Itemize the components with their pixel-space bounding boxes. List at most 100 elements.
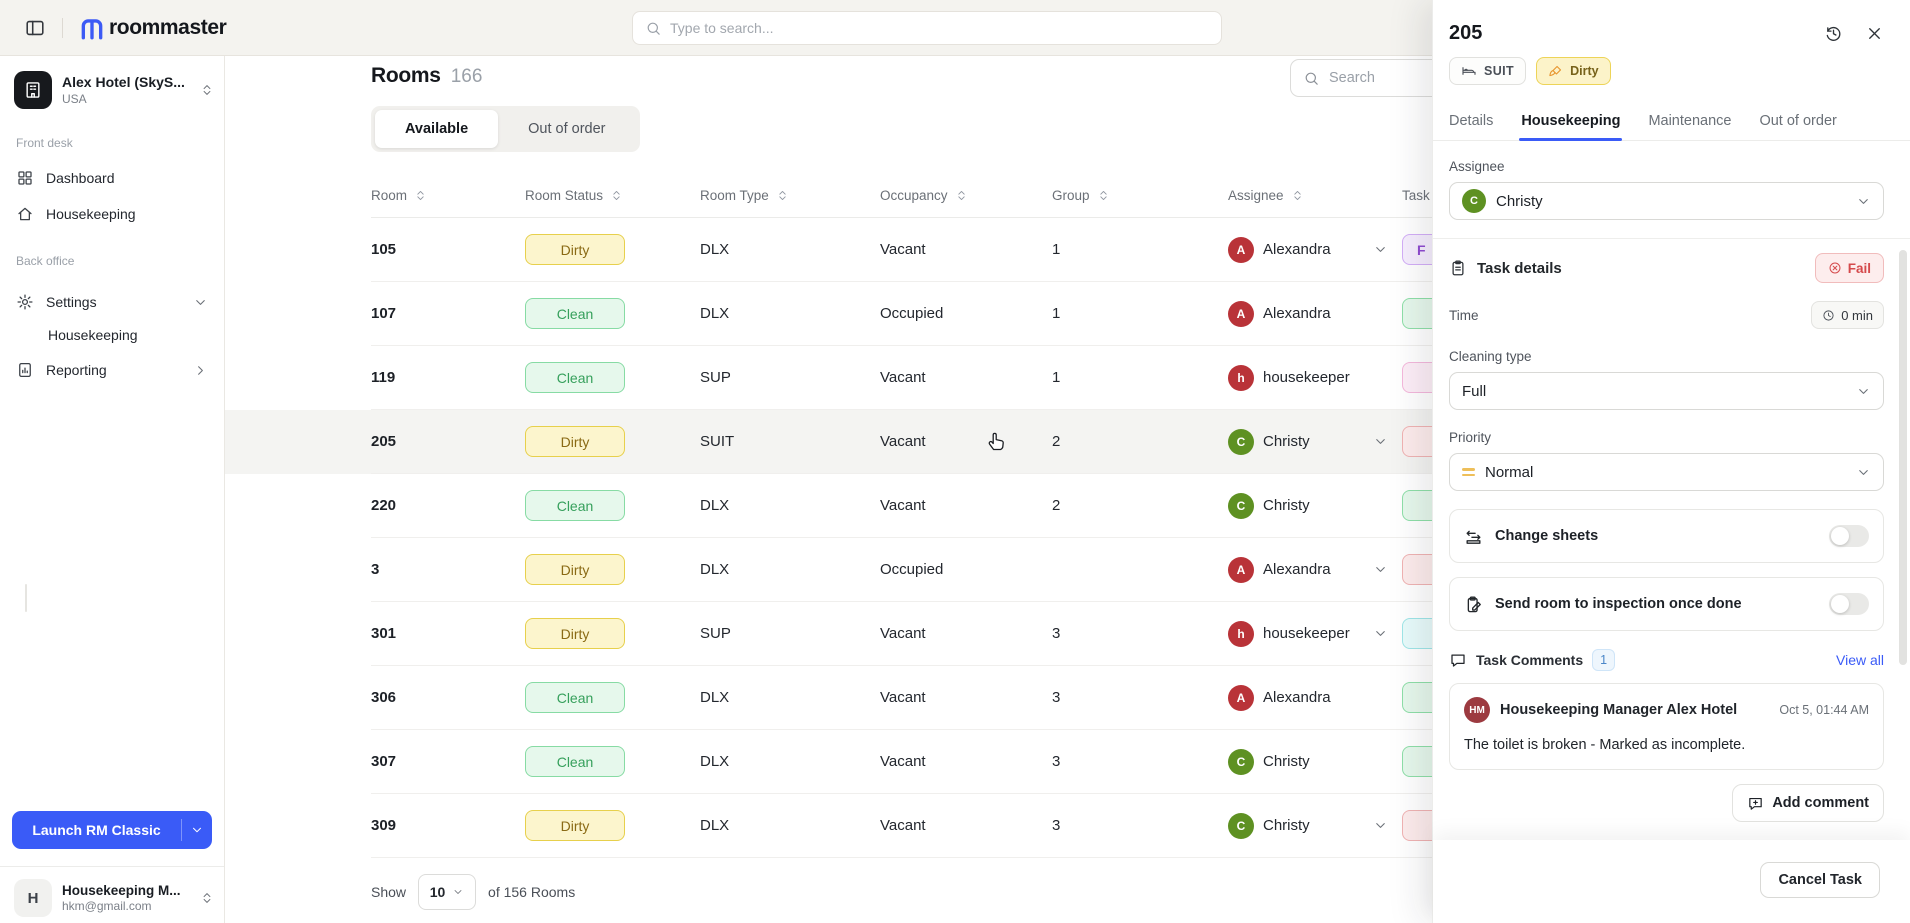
assignee-cell[interactable]: A Alexandra xyxy=(1228,300,1402,327)
sidebar-item-housekeeping[interactable]: Housekeeping xyxy=(8,197,216,231)
sort-icon[interactable] xyxy=(776,189,789,202)
cleaning-type-select[interactable]: Full xyxy=(1449,372,1884,410)
panel-tab-maintenance[interactable]: Maintenance xyxy=(1648,112,1732,129)
assignee-avatar: C xyxy=(1228,812,1254,839)
chevron-down-icon[interactable] xyxy=(1373,562,1388,577)
occupancy-cell: Vacant xyxy=(880,753,926,770)
launch-rm-classic-button[interactable]: Launch RM Classic xyxy=(12,811,212,849)
occupancy-cell: Occupied xyxy=(880,561,944,578)
filter-tab-available[interactable]: Available xyxy=(375,110,499,148)
sidebar-item-dashboard[interactable]: Dashboard xyxy=(8,161,216,195)
comment-card: HM Housekeeping Manager Alex Hotel Oct 5… xyxy=(1449,683,1884,770)
assignee-value: Christy xyxy=(1496,192,1543,210)
assignee-cell[interactable]: C Christy xyxy=(1228,428,1402,455)
sidebar-item-settings[interactable]: Settings xyxy=(8,285,216,319)
change-sheets-toggle[interactable] xyxy=(1829,525,1869,547)
panel-tab-details[interactable]: Details xyxy=(1449,112,1494,129)
send-inspection-toggle[interactable] xyxy=(1829,593,1869,615)
priority-select[interactable]: Normal xyxy=(1449,453,1884,491)
assignee-cell[interactable]: A Alexandra xyxy=(1228,684,1402,711)
comment-timestamp: Oct 5, 01:44 AM xyxy=(1779,703,1869,717)
assignee-label: Assignee xyxy=(1449,159,1505,174)
panel-footer: Cancel Task xyxy=(1433,840,1910,923)
time-value: 0 min xyxy=(1841,307,1873,323)
cancel-task-button[interactable]: Cancel Task xyxy=(1760,862,1880,898)
chevron-down-icon[interactable] xyxy=(1373,626,1388,641)
assignee-select[interactable]: C Christy xyxy=(1449,182,1884,220)
priority-value: Normal xyxy=(1485,463,1534,481)
hotel-selector[interactable]: Alex Hotel (SkyS... USA xyxy=(14,68,214,112)
assignee-cell[interactable]: h housekeeper xyxy=(1228,364,1402,391)
assignee-cell[interactable]: C Christy xyxy=(1228,812,1402,839)
fail-circle-icon xyxy=(1828,261,1842,275)
sort-icon[interactable] xyxy=(610,189,623,202)
comment-author: Housekeeping Manager Alex Hotel xyxy=(1500,702,1738,718)
bed-icon xyxy=(1461,63,1477,79)
assignee-cell[interactable]: h housekeeper xyxy=(1228,620,1402,647)
chevron-down-icon[interactable] xyxy=(1373,434,1388,449)
room-type-cell: DLX xyxy=(700,305,730,322)
assignee-cell[interactable]: A Alexandra xyxy=(1228,236,1402,263)
cleaning-type-label: Cleaning type xyxy=(1449,349,1532,364)
assignee-avatar: C xyxy=(1228,492,1254,519)
sort-icon[interactable] xyxy=(414,189,427,202)
assignee-name: Alexandra xyxy=(1263,689,1331,706)
chevron-down-icon[interactable] xyxy=(1373,818,1388,833)
clipboard-icon xyxy=(1449,259,1467,277)
user-email: hkm@gmail.com xyxy=(62,899,152,913)
assignee-avatar: C xyxy=(1228,428,1254,455)
column-header-room-type[interactable]: Room Type xyxy=(700,188,880,203)
room-detail-panel: 205 SUIT Dirty Details Housekeeping Mainte… xyxy=(1432,0,1910,923)
assignee-name: Alexandra xyxy=(1263,241,1331,258)
assignee-avatar: A xyxy=(1228,300,1254,327)
history-icon[interactable] xyxy=(1824,24,1843,43)
assignee-cell[interactable]: C Christy xyxy=(1228,748,1402,775)
panel-tabs: Details Housekeeping Maintenance Out of ord… xyxy=(1433,101,1910,141)
launch-dropdown-caret[interactable] xyxy=(182,823,212,837)
sort-icon[interactable] xyxy=(1097,189,1110,202)
task-details-label: Task details xyxy=(1477,259,1562,277)
column-header-room-status[interactable]: Room Status xyxy=(525,188,700,203)
sort-icon[interactable] xyxy=(1291,189,1304,202)
panel-tab-out-of-order[interactable]: Out of order xyxy=(1759,112,1837,129)
chevron-down-icon[interactable] xyxy=(1373,242,1388,257)
sidebar-toggle-icon[interactable] xyxy=(24,17,46,39)
page-size-select[interactable]: 10 xyxy=(418,874,477,910)
view-all-link[interactable]: View all xyxy=(1836,652,1884,668)
logo-text: roommaster xyxy=(109,15,227,39)
close-icon[interactable] xyxy=(1865,24,1884,43)
sidebar-item-reporting[interactable]: Reporting xyxy=(8,353,216,387)
global-search[interactable] xyxy=(632,11,1222,45)
filter-tab-out-of-order[interactable]: Out of order xyxy=(528,121,606,137)
app-logo[interactable]: roommaster xyxy=(79,15,227,41)
room-type-cell: SUP xyxy=(700,625,731,642)
occupancy-cell: Vacant xyxy=(880,433,926,450)
group-cell: 1 xyxy=(1052,369,1061,386)
column-header-occupancy[interactable]: Occupancy xyxy=(880,188,1052,203)
chevron-right-icon xyxy=(193,363,208,378)
pagination: Show 10 of 156 Rooms xyxy=(371,874,575,910)
column-header-assignee[interactable]: Assignee xyxy=(1228,188,1402,203)
column-header-group[interactable]: Group xyxy=(1052,188,1228,203)
panel-tab-housekeeping[interactable]: Housekeeping xyxy=(1519,101,1623,141)
room-status-badge: Dirty xyxy=(525,618,625,649)
panel-scrollbar[interactable] xyxy=(1899,250,1907,665)
column-header-task[interactable]: Task xyxy=(1402,188,1562,203)
assignee-cell[interactable]: C Christy xyxy=(1228,492,1402,519)
dashboard-icon xyxy=(16,169,34,187)
room-number-cell: 3 xyxy=(371,561,380,578)
priority-label: Priority xyxy=(1449,430,1492,445)
sort-icon[interactable] xyxy=(955,189,968,202)
room-number-cell: 205 xyxy=(371,433,397,450)
sidebar-item-settings-housekeeping[interactable]: Housekeeping xyxy=(0,318,216,612)
assignee-cell[interactable]: A Alexandra xyxy=(1228,556,1402,583)
room-number-cell: 119 xyxy=(371,369,396,386)
time-label: Time xyxy=(1449,307,1479,323)
user-menu[interactable]: H Housekeeping M... hkm@gmail.com xyxy=(14,876,214,920)
send-inspection-label: Send room to inspection once done xyxy=(1495,596,1742,612)
task-comments-label: Task Comments xyxy=(1476,652,1584,668)
fail-button[interactable]: Fail xyxy=(1814,253,1884,283)
global-search-input[interactable] xyxy=(670,20,1209,36)
column-header-room[interactable]: Room xyxy=(371,188,525,203)
add-comment-button[interactable]: Add comment xyxy=(1732,784,1884,822)
